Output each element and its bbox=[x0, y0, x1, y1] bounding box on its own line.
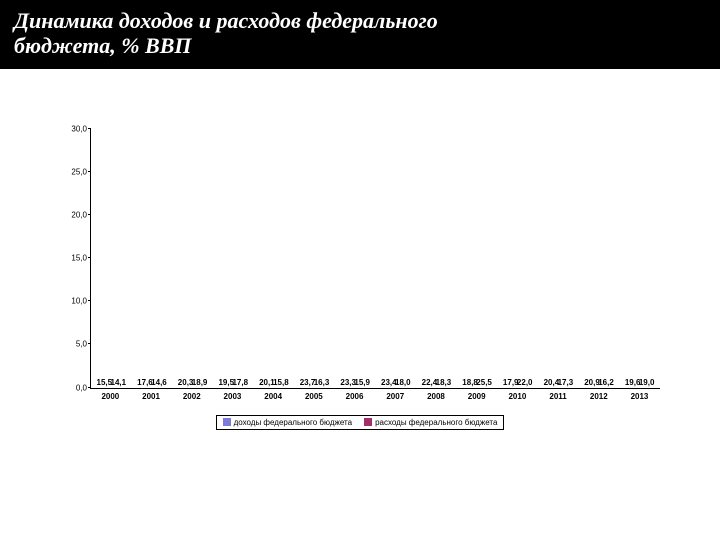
bar-value-label: 14,1 bbox=[111, 378, 127, 388]
legend-item-expense: расходы федерального бюджета bbox=[364, 418, 497, 427]
bar-value-label: 18,0 bbox=[395, 378, 411, 388]
y-tick-mark bbox=[88, 387, 91, 388]
bar-chart: 15,514,117,614,620,318,919,517,820,115,8… bbox=[60, 129, 660, 409]
x-tick-label: 2004 bbox=[259, 389, 287, 409]
bar-value-label: 18,3 bbox=[436, 378, 452, 388]
x-tick-label: 2006 bbox=[341, 389, 369, 409]
legend-item-revenue: доходы федерального бюджета bbox=[223, 418, 352, 427]
x-tick-label: 2010 bbox=[503, 389, 531, 409]
chart-container: 15,514,117,614,620,318,919,517,820,115,8… bbox=[0, 69, 720, 440]
bars-area: 15,514,117,614,620,318,919,517,820,115,8… bbox=[91, 129, 660, 388]
x-tick-label: 2009 bbox=[463, 389, 491, 409]
legend-swatch-expense bbox=[364, 418, 372, 426]
y-tick-mark bbox=[88, 257, 91, 258]
bar-value-label: 18,9 bbox=[192, 378, 208, 388]
bar-value-label: 25,5 bbox=[476, 378, 492, 388]
y-tick-mark bbox=[88, 171, 91, 172]
legend: доходы федерального бюджета расходы феде… bbox=[216, 415, 505, 430]
y-tick-label: 25,0 bbox=[61, 167, 87, 176]
title-line-1: Динамика доходов и расходов федерального bbox=[14, 8, 706, 33]
bar-value-label: 16,3 bbox=[314, 378, 330, 388]
y-tick-label: 20,0 bbox=[61, 210, 87, 219]
x-tick-label: 2013 bbox=[625, 389, 653, 409]
x-tick-label: 2002 bbox=[178, 389, 206, 409]
y-tick-mark bbox=[88, 214, 91, 215]
y-tick-mark bbox=[88, 300, 91, 301]
x-tick-label: 2001 bbox=[137, 389, 165, 409]
bar-value-label: 22,0 bbox=[517, 378, 533, 388]
plot-area: 15,514,117,614,620,318,919,517,820,115,8… bbox=[90, 129, 660, 389]
title-line-2: бюджета, % ВВП bbox=[14, 33, 706, 58]
y-tick-label: 10,0 bbox=[61, 297, 87, 306]
x-tick-label: 2008 bbox=[422, 389, 450, 409]
x-tick-label: 2005 bbox=[300, 389, 328, 409]
bar-value-label: 15,8 bbox=[273, 378, 289, 388]
y-tick-label: 30,0 bbox=[61, 124, 87, 133]
x-axis-labels: 2000 2001 2002 2003 2004 2005 2006 2007 2008 2009… bbox=[90, 389, 660, 409]
bar-value-label: 15,9 bbox=[354, 378, 370, 388]
legend-label-revenue: доходы федерального бюджета bbox=[234, 418, 352, 427]
legend-swatch-revenue bbox=[223, 418, 231, 426]
x-tick-label: 2007 bbox=[381, 389, 409, 409]
slide-title-block: Динамика доходов и расходов федерального… bbox=[0, 0, 720, 69]
x-tick-label: 2012 bbox=[585, 389, 613, 409]
x-tick-label: 2000 bbox=[96, 389, 124, 409]
x-tick-label: 2003 bbox=[218, 389, 246, 409]
legend-label-expense: расходы федерального бюджета bbox=[375, 418, 497, 427]
bar-value-label: 17,3 bbox=[558, 378, 574, 388]
bar-value-label: 17,8 bbox=[232, 378, 248, 388]
y-tick-mark bbox=[88, 128, 91, 129]
bar-value-label: 19,0 bbox=[639, 378, 655, 388]
x-tick-label: 2011 bbox=[544, 389, 572, 409]
y-tick-label: 15,0 bbox=[61, 254, 87, 263]
y-tick-label: 5,0 bbox=[61, 340, 87, 349]
bar-value-label: 16,2 bbox=[598, 378, 614, 388]
bar-value-label: 14,6 bbox=[151, 378, 167, 388]
y-tick-label: 0,0 bbox=[61, 383, 87, 392]
y-tick-mark bbox=[88, 343, 91, 344]
